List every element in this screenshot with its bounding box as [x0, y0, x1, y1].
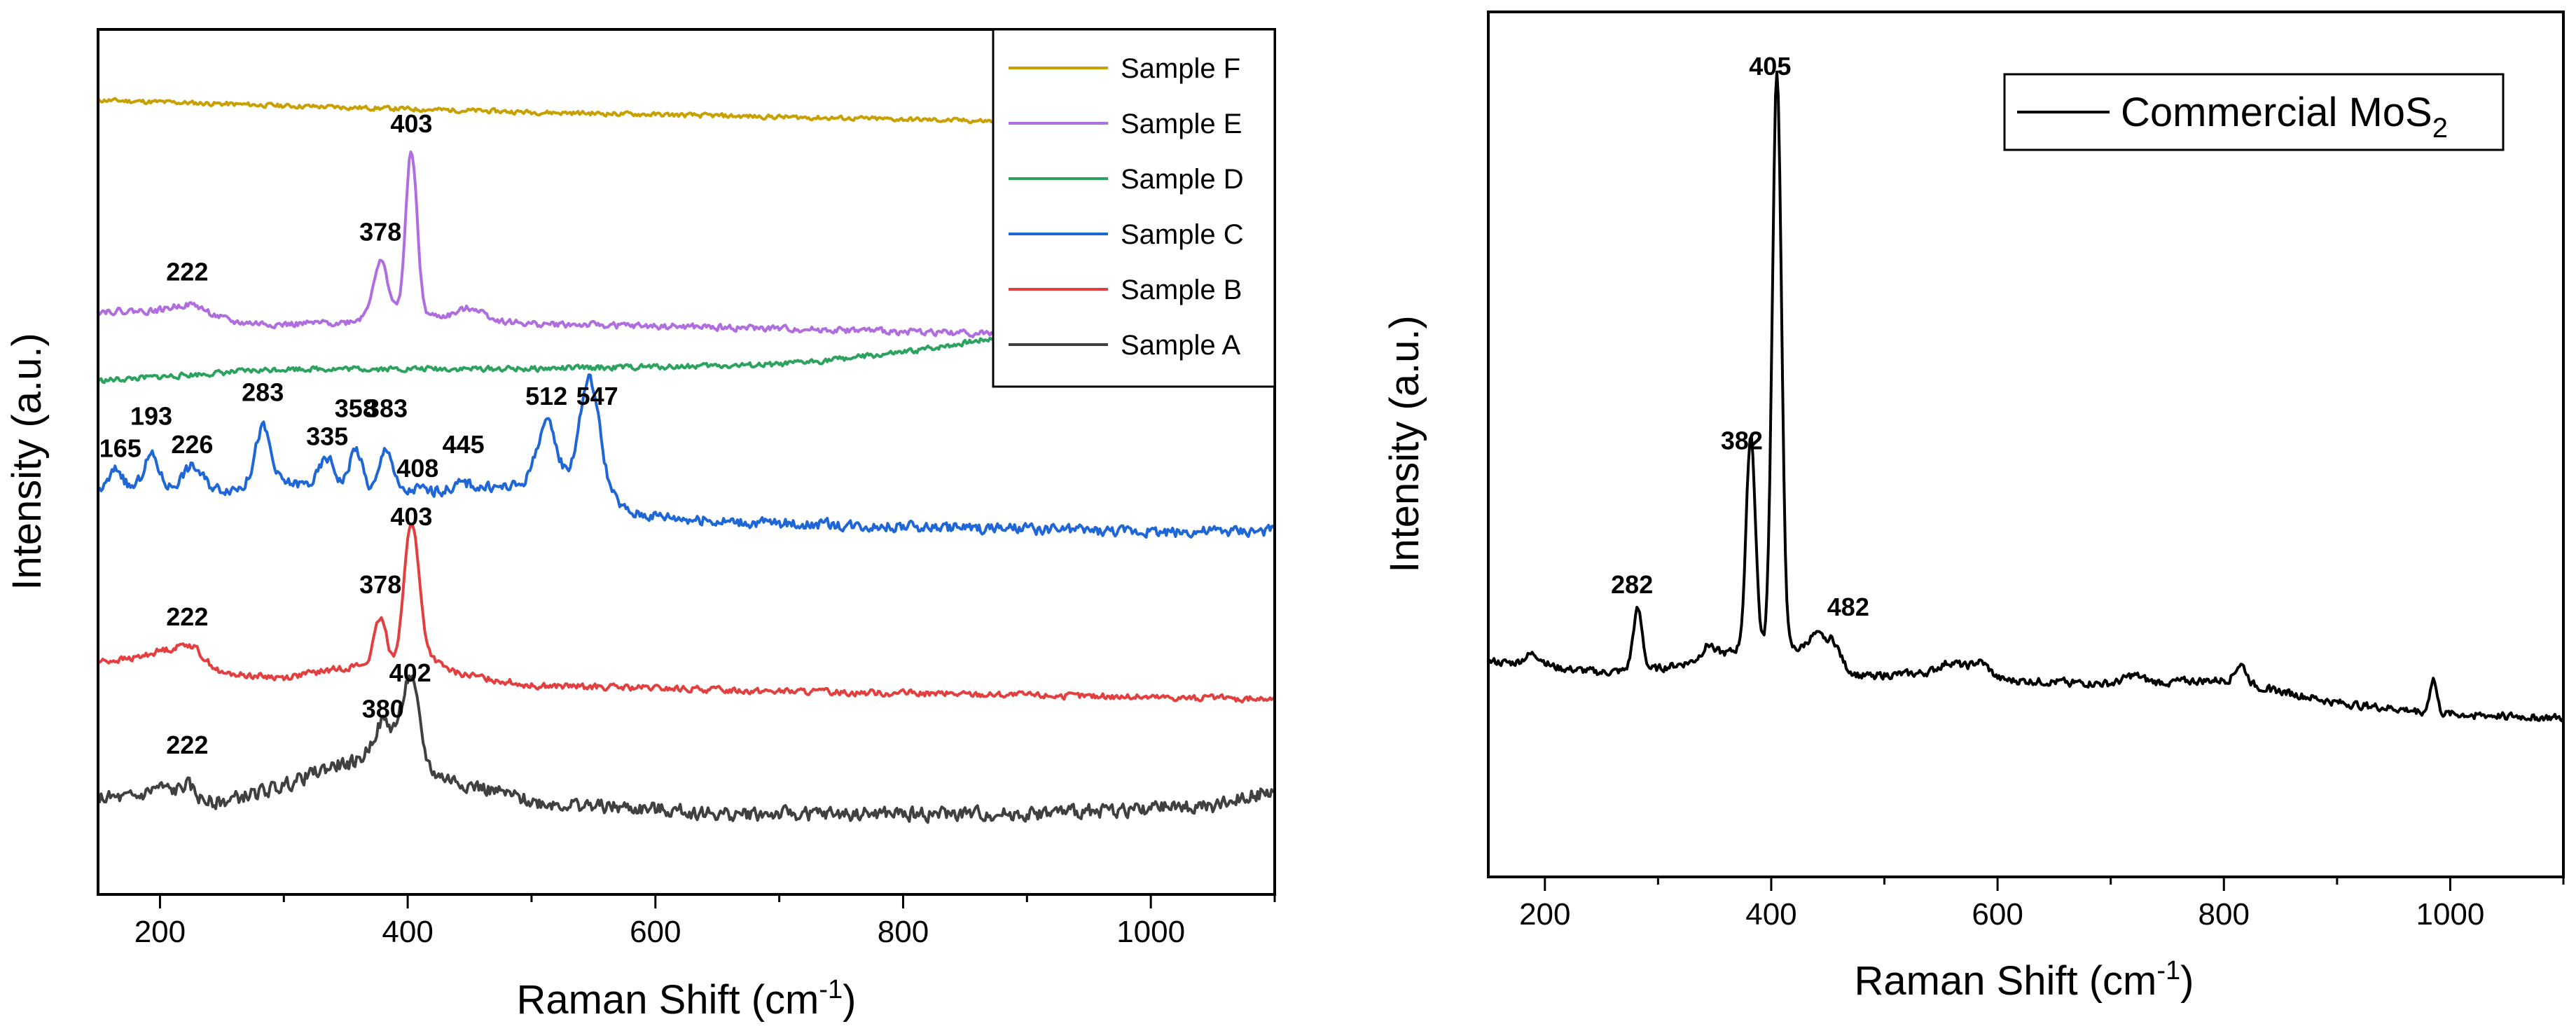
x-axis-title-superscript: -1	[2156, 956, 2180, 985]
x-tick-label: 800	[2198, 897, 2250, 932]
x-tick-label: 1000	[2416, 897, 2484, 932]
legend-box	[992, 28, 1276, 388]
peak-label: 408	[396, 454, 438, 483]
legend-label: Sample F	[1121, 53, 1240, 84]
legend-label: Sample E	[1121, 109, 1242, 139]
peak-label: 512	[525, 382, 567, 410]
peak-label: 547	[576, 382, 618, 410]
left-chart-y-axis-title: Intensity (a.u.)	[4, 333, 50, 590]
peak-label: 222	[166, 602, 208, 631]
series-line-commercial-mos	[1487, 70, 2565, 723]
peak-label: 405	[1749, 52, 1791, 81]
legend-label: Commercial MoS2	[2121, 90, 2448, 144]
x-axis-title-end: )	[843, 977, 856, 1023]
x-tick-label: 600	[1972, 897, 2023, 932]
right-chart-frame	[1487, 11, 2565, 878]
x-axis-title-superscript: -1	[819, 975, 843, 1004]
series-line-sample-b	[97, 523, 1276, 704]
peak-label: 402	[389, 658, 431, 687]
x-tick-label: 400	[1745, 897, 1796, 932]
peak-label: 165	[99, 434, 141, 463]
peak-label: 445	[443, 430, 485, 459]
series-line-sample-a	[97, 674, 1276, 824]
x-tick-label: 200	[1519, 897, 1570, 932]
peak-label: 222	[166, 731, 208, 759]
left-chart-x-axis-title: Raman Shift (cm-1)	[516, 975, 856, 1023]
peak-label: 403	[390, 502, 432, 531]
peak-label: 222	[166, 258, 208, 286]
peak-label: 383	[366, 394, 408, 422]
x-tick-label: 1000	[1116, 915, 1185, 949]
right-chart-legend: Commercial MoS2	[2003, 73, 2505, 151]
peak-label: 226	[171, 430, 213, 459]
legend-label: Sample B	[1121, 275, 1242, 305]
peak-label: 378	[359, 570, 401, 599]
right-chart-y-axis-title: Intensity (a.u.)	[1382, 315, 1427, 572]
right-chart-panel: 200 400 600 800 1000 405 382 282 482 Commercial…	[1382, 11, 2565, 1004]
x-axis-title-end: )	[2180, 958, 2194, 1004]
right-chart-x-ticks: 200 400 600 800 1000	[1519, 877, 2565, 932]
right-chart-x-axis-title: Raman Shift (cm-1)	[1854, 956, 2194, 1004]
peak-label: 335	[306, 422, 348, 450]
peak-label: 382	[1721, 427, 1763, 455]
peak-label: 482	[1827, 593, 1869, 621]
x-axis-title-main: Raman Shift (cm	[1854, 958, 2156, 1004]
x-tick-label: 800	[878, 915, 929, 949]
legend-label: Sample C	[1121, 219, 1244, 250]
left-chart-frame	[97, 28, 1276, 896]
peak-label: 358	[335, 394, 377, 422]
legend-label: Sample A	[1121, 330, 1241, 361]
right-chart-peak-labels: 405 382 282 482	[1611, 52, 1869, 621]
left-chart-x-ticks: 200 400 600 800 1000	[134, 894, 1276, 949]
peak-label: 282	[1611, 570, 1653, 599]
x-axis-title-main: Raman Shift (cm	[516, 977, 819, 1023]
x-tick-label: 400	[382, 915, 433, 949]
series-line-sample-c	[97, 373, 1276, 539]
peak-label: 403	[390, 109, 432, 138]
legend-label: Sample D	[1121, 164, 1244, 195]
right-chart-series-lines	[1487, 70, 2565, 723]
peak-label: 380	[362, 695, 404, 724]
peak-label: 193	[130, 402, 172, 431]
x-tick-label: 200	[134, 915, 186, 949]
x-tick-label: 600	[630, 915, 681, 949]
peak-label: 283	[242, 378, 284, 406]
left-chart-legend: Sample F Sample E Sample D Sample C Sample B…	[992, 28, 1276, 388]
peak-label: 378	[359, 217, 401, 246]
